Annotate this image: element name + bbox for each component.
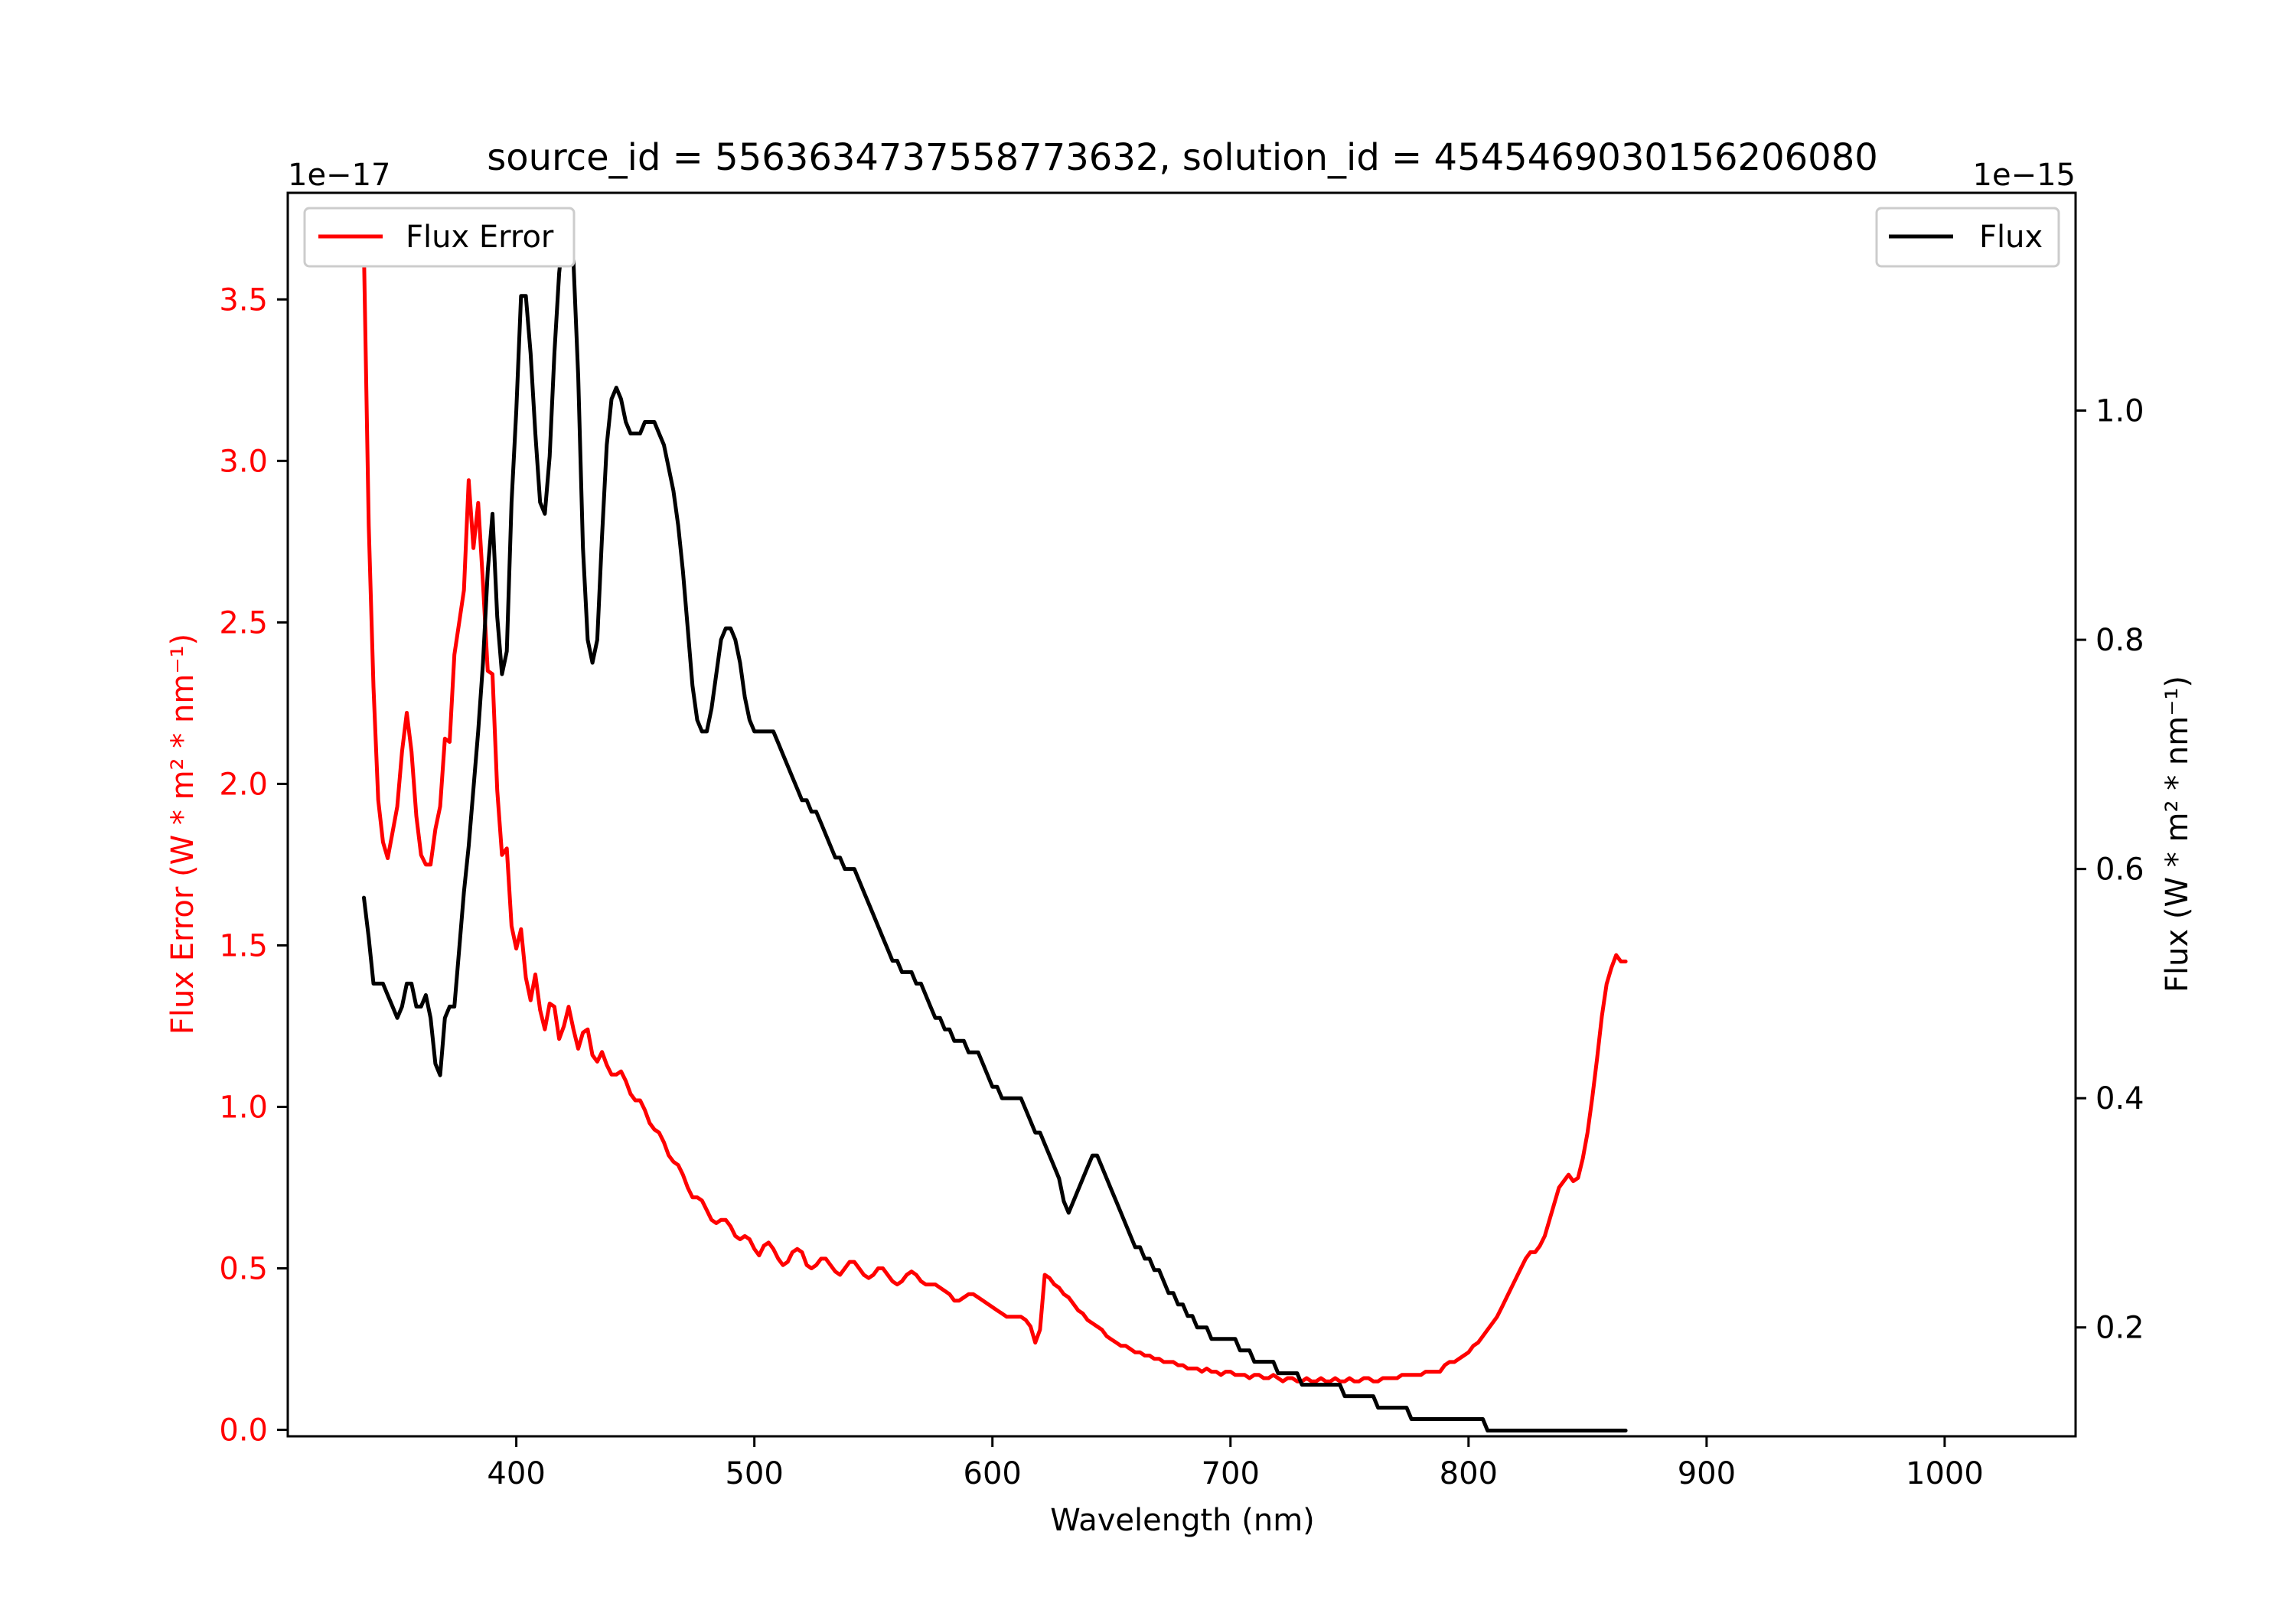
right-y-axis-label: Flux (W * m² * nm⁻¹) (2160, 676, 2195, 992)
x-axis-label: Wavelength (nm) (1050, 1503, 1315, 1538)
left-y-tick-label: 2.5 (219, 605, 268, 640)
x-tick-label: 700 (1202, 1456, 1260, 1491)
legend-left-frame (303, 207, 576, 268)
x-tick-label: 1000 (1906, 1456, 1984, 1491)
legend-right-frame (1875, 207, 2060, 268)
plot-area: 400 500 600 700 800 900 1000 0.0 0.5 1.0 1.5 2.0 2.5… (219, 191, 2144, 1491)
right-y-tick-label: 1.0 (2095, 394, 2144, 429)
x-tick-label: 600 (964, 1456, 1022, 1491)
x-tick-label: 900 (1678, 1456, 1736, 1491)
x-tick-label: 800 (1440, 1456, 1498, 1491)
x-tick-label: 500 (725, 1456, 783, 1491)
left-y-tick-label: 3.5 (219, 282, 268, 318)
right-offset-text: 1e−15 (1973, 158, 2076, 193)
legend-right: Flux (1875, 207, 2060, 268)
left-y-tick-label: 3.0 (219, 444, 268, 479)
right-y-tick-label: 0.4 (2095, 1081, 2144, 1116)
series-line-flux-error (362, 249, 1628, 1383)
left-y-tick-label: 1.0 (219, 1090, 268, 1125)
chart-title: source_id = 5563634737558773632, solutio… (487, 136, 1878, 179)
right-y-tick-label: 0.8 (2095, 623, 2144, 658)
left-offset-text: 1e−17 (288, 158, 390, 193)
legend-left-label: Flux Error (406, 220, 554, 255)
series-line-flux (362, 213, 1628, 1432)
plot-frame (286, 191, 2077, 1438)
legend-left: Flux Error (303, 207, 576, 268)
left-y-tick-label: 0.0 (219, 1413, 268, 1449)
left-y-tick-label: 2.0 (219, 767, 268, 802)
left-y-tick-label: 1.5 (219, 928, 268, 963)
right-y-tick-label: 0.6 (2095, 852, 2144, 888)
legend-right-label: Flux (1979, 220, 2043, 255)
left-y-tick-label: 0.5 (219, 1252, 268, 1287)
left-y-axis-label: Flux Error (W * m² * nm⁻¹) (165, 634, 201, 1035)
right-y-tick-label: 0.2 (2095, 1311, 2144, 1346)
x-tick-label: 400 (487, 1456, 545, 1491)
